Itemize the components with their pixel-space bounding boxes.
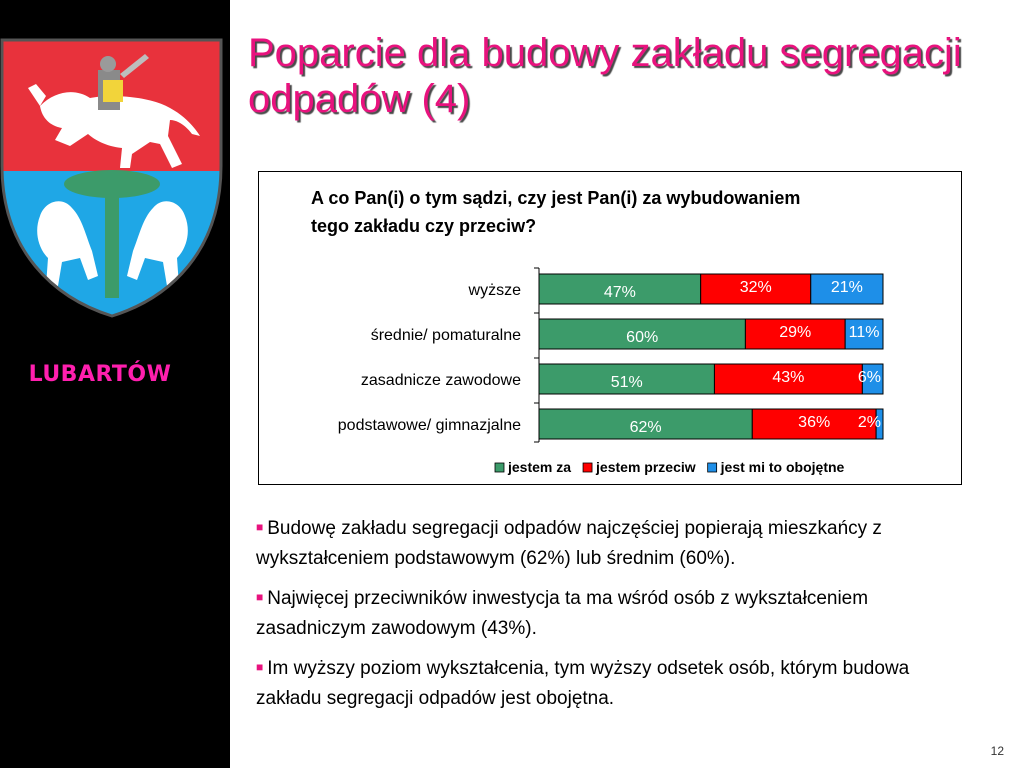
data-label: 36% [798, 414, 830, 431]
bar-segment [844, 318, 884, 350]
bullet-text: Im wyższy poziom wykształcenia, tym wyżs… [256, 658, 910, 709]
data-label: 43% [772, 369, 804, 386]
data-label: 6% [858, 369, 881, 386]
crest-tree [64, 170, 160, 198]
bullet-item: ■ Budowę zakładu segregacji odpadów najcz… [256, 512, 936, 574]
data-label: 32% [740, 279, 772, 296]
legend-entry: jest mi to obojętne [720, 459, 845, 475]
bullet-square-icon: ■ [256, 660, 264, 674]
data-label: 47% [604, 284, 636, 301]
legend-swatch [494, 462, 505, 473]
category-label: wyższe [468, 282, 522, 299]
bar-segment [744, 318, 846, 350]
bullet-item: ■ Najwięcej przeciwników inwestycja ta ma… [256, 582, 936, 644]
bullet-item: ■ Im wyższy poziom wykształcenia, tym wyż… [256, 652, 936, 714]
data-label: 29% [779, 324, 811, 341]
bullet-list: ■ Budowę zakładu segregacji odpadów najcz… [256, 512, 936, 722]
coat-of-arms-icon [0, 38, 223, 318]
data-label: 51% [611, 374, 643, 391]
data-label: 62% [630, 419, 662, 436]
crest-horse [40, 92, 200, 168]
bullet-text: Najwięcej przeciwników inwestycja ta ma … [256, 588, 869, 639]
bullet-square-icon: ■ [256, 520, 264, 534]
bullet-square-icon: ■ [256, 590, 264, 604]
crest-bear-right [127, 201, 188, 286]
data-label: 11% [849, 324, 880, 341]
chart-title: A co Pan(i) o tym sądzi, czy jest Pan(i)… [311, 188, 801, 236]
page-number: 12 [990, 744, 1004, 758]
legend-swatch [707, 462, 718, 473]
stacked-bar-chart: wyższe 47% 32% 21% średnie/ pomaturalne 60% 29… [338, 267, 884, 475]
data-label: 21% [831, 279, 863, 296]
bar-segment [538, 363, 715, 395]
category-label: średnie/ pomaturalne [371, 327, 521, 344]
bar-segment [810, 273, 884, 305]
sidebar: LUBARTÓW [0, 0, 230, 768]
legend-entry: jestem przeciw [595, 459, 696, 475]
crest-bear-left [37, 201, 98, 286]
bullet-text: Budowę zakładu segregacji odpadów najczę… [256, 518, 882, 569]
bar-segment [538, 408, 753, 440]
bar-segment [875, 408, 884, 440]
crest-shield [103, 80, 123, 102]
legend-entry: jestem za [507, 459, 571, 475]
bar-segment [751, 408, 877, 440]
bar-segment [861, 363, 884, 395]
town-name: LUBARTÓW [28, 362, 172, 387]
data-label: 60% [626, 329, 658, 346]
category-label: zasadnicze zawodowe [361, 372, 521, 389]
legend-swatch [582, 462, 593, 473]
category-label: podstawowe/ gimnazjalne [338, 417, 521, 434]
slide-title: Poparcie dla budowy zakładu segregacji o… [248, 31, 962, 121]
data-label: 2% [858, 414, 881, 431]
bar-segment [538, 273, 702, 305]
chart-panel: A co Pan(i) o tym sądzi, czy jest Pan(i)… [258, 171, 962, 485]
